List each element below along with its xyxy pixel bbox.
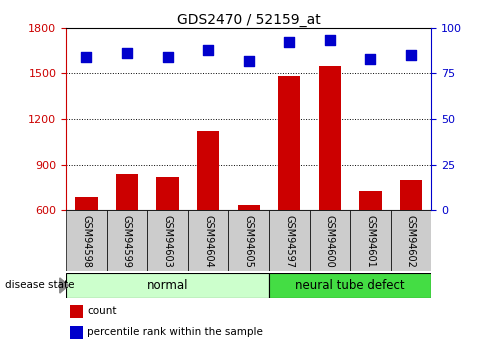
Bar [156,177,179,210]
Point [164,54,171,60]
Bar [75,197,98,210]
Bar [228,210,269,271]
Point [123,50,131,56]
Bar [70,326,83,338]
Text: normal: normal [147,279,188,292]
Point [367,56,374,61]
Bar [66,210,107,271]
Bar [238,205,260,210]
Bar [400,180,422,210]
Bar [107,210,147,271]
Point [245,58,253,63]
Bar [278,76,300,210]
Text: percentile rank within the sample: percentile rank within the sample [87,327,263,337]
Text: GSM94602: GSM94602 [406,215,416,268]
Bar [310,210,350,271]
Bar [70,306,83,318]
Bar [318,66,341,210]
Text: GSM94601: GSM94601 [366,215,375,268]
Text: GSM94600: GSM94600 [325,215,335,268]
Bar [269,210,310,271]
Bar [188,210,228,271]
Text: GSM94603: GSM94603 [163,215,172,268]
Point [326,38,334,43]
Bar [350,210,391,271]
Text: GSM94599: GSM94599 [122,215,132,268]
Point [285,39,293,45]
Bar [116,174,138,210]
Text: GSM94597: GSM94597 [284,215,294,268]
Point [407,52,415,58]
Bar [147,210,188,271]
Text: GSM94605: GSM94605 [244,215,254,268]
Bar [197,131,219,210]
Title: GDS2470 / 52159_at: GDS2470 / 52159_at [177,12,320,27]
Text: disease state: disease state [5,280,74,290]
Polygon shape [60,278,69,293]
Bar [66,273,269,298]
Point [204,47,212,52]
Text: neural tube defect: neural tube defect [295,279,405,292]
Text: GSM94598: GSM94598 [81,215,92,268]
Text: GSM94604: GSM94604 [203,215,213,268]
Bar [391,210,431,271]
Point [82,54,90,60]
Bar [359,191,382,210]
Text: count: count [87,306,117,316]
Bar [269,273,431,298]
